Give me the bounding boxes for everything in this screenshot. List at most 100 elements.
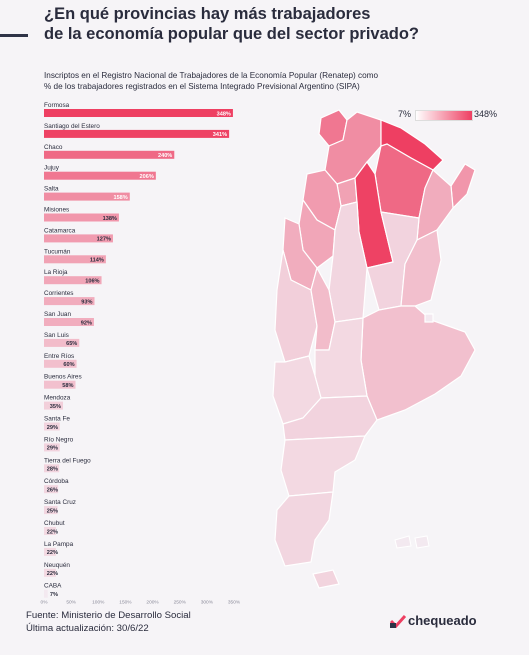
bar-category-label: Córdoba xyxy=(44,478,69,485)
bar-category-label: Santa Cruz xyxy=(44,499,76,506)
bar-value-label: 158% xyxy=(113,195,127,201)
bar-category-label: Formosa xyxy=(44,102,70,109)
source-note: Fuente: Ministerio de Desarrollo Social … xyxy=(26,609,191,635)
chequeado-logo: chequeado xyxy=(390,612,490,632)
province-shape xyxy=(360,305,476,421)
x-tick-label: 50% xyxy=(66,600,76,606)
bar-value-label: 114% xyxy=(90,258,104,264)
bar-value-label: 29% xyxy=(47,446,58,452)
province-shape xyxy=(450,163,476,210)
bar-category-label: Tucumán xyxy=(44,248,71,255)
bar-value-label: 58% xyxy=(62,383,73,389)
bar-category-label: La Pampa xyxy=(44,541,74,548)
bar-category-label: San Luis xyxy=(44,332,69,339)
bar xyxy=(44,464,60,473)
bar-value-label: 92% xyxy=(81,320,92,326)
bar xyxy=(44,234,113,243)
bar-category-label: Santiago del Estero xyxy=(44,123,100,130)
bar-category-label: La Rioja xyxy=(44,269,68,276)
bar xyxy=(44,171,156,180)
bar-category-label: Santa Fe xyxy=(44,416,70,423)
bar xyxy=(44,359,77,368)
color-legend: 7% 348% xyxy=(398,108,508,122)
bar-value-label: 22% xyxy=(47,529,58,535)
bar-category-label: Catamarca xyxy=(44,227,76,234)
bar-value-label: 65% xyxy=(66,341,77,347)
x-tick-label: 200% xyxy=(146,600,159,606)
province-shape xyxy=(424,313,434,323)
bar-category-label: Entre Ríos xyxy=(44,353,74,360)
bar xyxy=(44,568,56,577)
bar xyxy=(44,213,119,222)
subtitle-line-1: Inscriptos en el Registro Nacional de Tr… xyxy=(44,71,379,80)
bar-value-label: 341% xyxy=(213,132,227,138)
bar xyxy=(44,485,59,494)
bar-value-label: 35% xyxy=(50,404,61,410)
bar-value-label: 106% xyxy=(85,279,99,285)
bar xyxy=(44,318,94,326)
legend-gradient xyxy=(415,110,473,121)
bar-category-label: Salta xyxy=(44,186,59,193)
bar-value-label: 26% xyxy=(47,488,58,494)
bar-value-label: 25% xyxy=(47,508,58,514)
bar xyxy=(44,506,58,515)
bar-category-label: Mendoza xyxy=(44,395,71,402)
bar xyxy=(44,109,233,117)
bar-value-label: 93% xyxy=(81,299,92,305)
bar xyxy=(44,338,80,347)
island-shape xyxy=(394,535,412,549)
bar-category-label: Chubut xyxy=(44,520,65,527)
bar-value-label: 7% xyxy=(50,592,58,598)
bar xyxy=(44,589,48,598)
x-tick-label: 250% xyxy=(174,600,187,606)
bar-value-label: 127% xyxy=(97,237,111,243)
province-shape xyxy=(312,569,340,589)
x-tick-label: 0% xyxy=(41,600,49,606)
x-tick-label: 150% xyxy=(119,600,132,606)
bar xyxy=(44,276,102,285)
chart-subtitle: Inscriptos en el Registro Nacional de Tr… xyxy=(44,70,484,92)
check-logo-icon xyxy=(390,614,406,628)
brand-name: chequeado xyxy=(408,613,477,628)
bar xyxy=(44,527,56,535)
source-text: Fuente: Ministerio de Desarrollo Social xyxy=(26,610,191,621)
title-line-1: ¿En qué provincias hay más trabajadores xyxy=(44,5,371,23)
bar xyxy=(44,401,63,410)
bar xyxy=(44,255,106,264)
province-shape xyxy=(274,491,334,567)
title-line-2: de la economía popular que del sector pr… xyxy=(44,25,419,43)
province-shape xyxy=(280,435,366,497)
legend-max-label: 348% xyxy=(474,109,498,119)
bar xyxy=(44,297,95,306)
bar xyxy=(44,547,56,556)
bar-value-label: 29% xyxy=(47,425,58,431)
bar-value-label: 206% xyxy=(140,174,154,180)
x-tick-label: 300% xyxy=(201,600,214,606)
bar xyxy=(44,422,60,431)
bar xyxy=(44,380,76,389)
bar-category-label: CABA xyxy=(44,583,62,590)
bar-category-label: Corrientes xyxy=(44,290,73,297)
bar xyxy=(44,192,130,201)
bar-category-label: Tierra del Fuego xyxy=(44,457,91,464)
bar-value-label: 240% xyxy=(158,153,172,159)
bar-value-label: 22% xyxy=(47,571,58,577)
bar-value-label: 348% xyxy=(217,111,231,117)
bar-category-label: Chaco xyxy=(44,144,63,151)
x-tick-label: 100% xyxy=(92,600,105,606)
bar xyxy=(44,150,175,159)
title-accent-line xyxy=(0,34,28,37)
x-tick-label: 350% xyxy=(228,600,241,606)
chart-title: ¿En qué provincias hay más trabajadores … xyxy=(44,4,514,44)
subtitle-line-2: % de los trabajadores registrados en el … xyxy=(44,82,360,91)
bar-category-label: Buenos Aires xyxy=(44,374,82,381)
bar-value-label: 22% xyxy=(47,550,58,556)
bar-value-label: 138% xyxy=(103,216,117,222)
bar-category-label: Jujuy xyxy=(44,165,60,172)
bar xyxy=(44,443,60,452)
bar-category-label: Neuquén xyxy=(44,562,70,569)
bar-value-label: 60% xyxy=(63,362,74,368)
island-shape xyxy=(414,535,430,549)
bar xyxy=(44,129,230,138)
